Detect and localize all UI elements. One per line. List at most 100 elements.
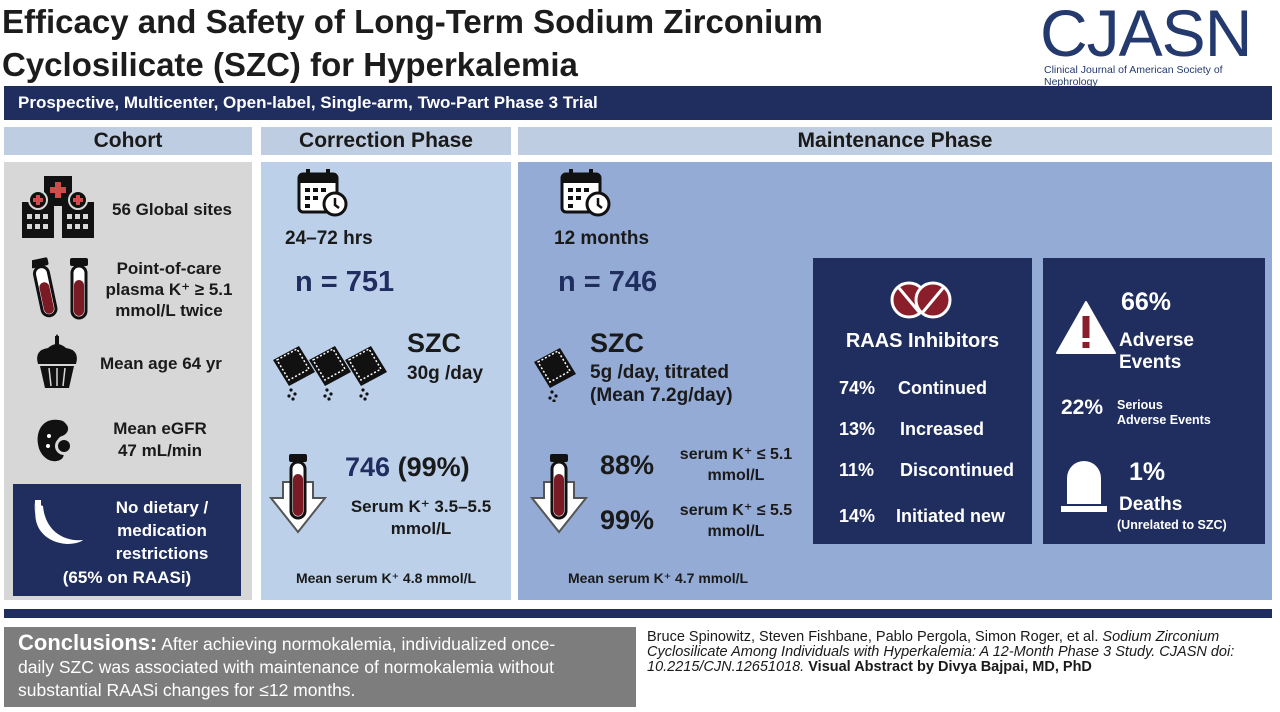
maintenance-result-2-percent: 99%	[600, 505, 655, 535]
cohort-panel: 56 Global sites Point-of-care plasma K⁺ …	[4, 162, 252, 600]
diet-text: No dietary / medication restrictions	[87, 496, 237, 565]
maintenance-panel: 12 months n = 746 SZC 5g /day, titrated …	[518, 162, 1272, 600]
warning-icon	[1055, 300, 1117, 356]
egfr-line-2: 47 mL/min	[117, 441, 203, 460]
egfr-text: Mean eGFR 47 mL/min	[98, 418, 222, 462]
correction-drug: SZC	[407, 328, 461, 358]
calendar-clock-icon	[560, 168, 612, 218]
maintenance-header: Maintenance Phase	[518, 127, 1272, 155]
maintenance-result-1-desc: serum K⁺ ≤ 5.1 mmol/L	[668, 444, 804, 486]
conclusions-line-1: After achieving normokalemia, individual…	[157, 634, 556, 654]
raas-row-3-pct: 11%	[839, 460, 875, 480]
citation: Bruce Spinowitz, Steven Fishbane, Pablo …	[647, 630, 1275, 675]
birthday-cupcake-icon	[34, 334, 80, 390]
sae-label: Serious Adverse Events	[1117, 398, 1211, 428]
kidney-icon	[34, 416, 82, 466]
correction-result: 746 (99%)	[345, 452, 470, 483]
correction-dose: 30g /day	[407, 363, 484, 384]
ae-label: Adverse Events	[1119, 330, 1194, 374]
calendar-clock-icon	[297, 168, 349, 218]
citation-article: Sodium Zirconium Cyclosilicate Among Ind…	[647, 629, 1235, 675]
correction-result-line-1: Serum K⁺ 3.5–5.5	[350, 497, 492, 516]
correction-panel: 24–72 hrs n = 751 SZC 30g /day	[261, 162, 511, 600]
trial-design-banner: Prospective, Multicenter, Open-label, Si…	[4, 86, 1272, 120]
raas-row-2-label: Increased	[900, 419, 985, 439]
drug-sachet-icon	[532, 344, 578, 402]
correction-result-count: 746	[345, 452, 391, 482]
tombstone-icon	[1059, 456, 1109, 516]
maintenance-dose-line-2: (Mean 7.2g/day)	[590, 385, 733, 406]
correction-result-desc: Serum K⁺ 3.5–5.5 mmol/L	[333, 496, 509, 540]
maintenance-dose: 5g /day, titrated (Mean 7.2g/day)	[590, 361, 733, 407]
title-line-1: Efficacy and Safety of Long-Term Sodium …	[2, 3, 823, 40]
maintenance-drug: SZC	[590, 328, 644, 358]
diet-box: No dietary / medication restrictions (65…	[13, 484, 241, 596]
potassium-line-3: mmol/L twice	[115, 301, 223, 320]
raas-row-1-pct: 74%	[839, 378, 876, 398]
death-percent: 1%	[1129, 458, 1166, 486]
logo-subtitle: Clinical Journal of American Society of …	[1044, 64, 1223, 88]
correction-result-line-2: mmol/L	[390, 519, 452, 538]
maintenance-mean: Mean serum K⁺ 4.7 mmol/L	[568, 570, 749, 586]
potassium-line-1: Point-of-care	[116, 259, 222, 278]
conclusions-line-2: daily SZC was associated with maintenanc…	[18, 657, 554, 677]
maintenance-n: n = 746	[558, 266, 658, 298]
drug-sachets-icon	[269, 338, 393, 402]
maintenance-result-1-line-1: serum K⁺ ≤ 5.1	[679, 446, 793, 463]
death-label: Deaths	[1119, 494, 1183, 515]
sae-percent: 22%	[1061, 396, 1104, 419]
logo-text: CJASN	[1040, 0, 1252, 70]
diet-line-2: medication	[117, 521, 207, 540]
maintenance-result-1-percent: 88%	[600, 450, 655, 480]
sae-label-line-2: Adverse Events	[1117, 413, 1211, 427]
blood-tube-down-arrow-icon	[269, 452, 327, 536]
ae-label-line-2: Events	[1119, 352, 1182, 373]
maintenance-result-2-desc: serum K⁺ ≤ 5.5 mmol/L	[668, 500, 804, 542]
correction-header: Correction Phase	[261, 127, 511, 155]
citation-authors: Bruce Spinowitz, Steven Fishbane, Pablo …	[647, 629, 1099, 645]
banana-icon	[31, 500, 85, 550]
potassium-line-2: plasma K⁺ ≥ 5.1	[105, 280, 233, 299]
raas-row-4-label: Initiated new	[896, 506, 1006, 526]
maintenance-duration: 12 months	[554, 228, 650, 249]
diet-line-1: No dietary /	[115, 498, 209, 517]
safety-box: 66% Adverse Events 22% Serious Adverse E…	[1043, 258, 1265, 544]
citation-credit: Visual Abstract by Divya Bajpai, MD, PhD	[808, 659, 1092, 675]
conclusions-heading: Conclusions:	[18, 630, 158, 655]
raas-title: RAAS Inhibitors	[845, 330, 1000, 352]
ae-label-line-1: Adverse	[1119, 330, 1194, 351]
raas-row-4-pct: 14%	[839, 506, 876, 526]
journal-logo: CJASN Clinical Journal of American Socie…	[1040, 0, 1272, 88]
death-note: (Unrelated to SZC)	[1117, 518, 1227, 532]
blood-tubes-icon	[32, 256, 92, 322]
raas-box: RAAS Inhibitors 74% Continued 13% Increa…	[813, 258, 1032, 544]
page-title: Efficacy and Safety of Long-Term Sodium …	[2, 0, 1002, 86]
conclusions-line-3: substantial RAASi changes for ≤12 months…	[18, 680, 356, 700]
maintenance-dose-line-1: 5g /day, titrated	[590, 362, 730, 383]
cohort-header: Cohort	[4, 127, 252, 155]
hospital-buildings-icon	[18, 176, 98, 238]
correction-n: n = 751	[295, 266, 395, 298]
maintenance-result-2-line-2: mmol/L	[707, 523, 765, 540]
diet-line-3: restrictions	[115, 544, 209, 563]
maintenance-result-2-line-1: serum K⁺ ≤ 5.5	[679, 502, 793, 519]
sae-label-line-1: Serious	[1117, 398, 1163, 412]
title-line-2: Cyclosilicate (SZC) for Hyperkalemia	[2, 46, 578, 83]
raas-row-3-label: Discontinued	[900, 460, 1015, 480]
potassium-criteria: Point-of-care plasma K⁺ ≥ 5.1 mmol/L twi…	[104, 258, 234, 321]
blood-tube-down-arrow-icon	[530, 452, 588, 536]
ae-percent: 66%	[1121, 288, 1172, 316]
age-text: Mean age 64 yr	[100, 354, 222, 373]
pills-icon	[889, 274, 953, 324]
bottom-divider	[4, 609, 1272, 618]
maintenance-result-1-line-2: mmol/L	[707, 467, 765, 484]
egfr-line-1: Mean eGFR	[113, 419, 207, 438]
sites-text: 56 Global sites	[112, 200, 232, 219]
conclusions-box: Conclusions: After achieving normokalemi…	[4, 627, 636, 707]
raasi-text: (65% on RAASi)	[62, 568, 192, 587]
raas-row-2-pct: 13%	[839, 419, 876, 439]
raas-row-1-label: Continued	[898, 378, 987, 398]
correction-duration: 24–72 hrs	[285, 228, 373, 249]
correction-result-percent: (99%)	[397, 452, 470, 482]
correction-mean: Mean serum K⁺ 4.8 mmol/L	[295, 570, 477, 586]
